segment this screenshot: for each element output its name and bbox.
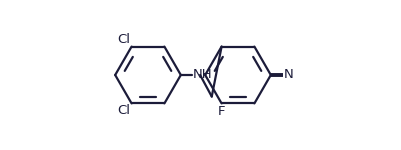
Text: F: F xyxy=(218,105,225,118)
Text: NH: NH xyxy=(193,69,213,81)
Text: Cl: Cl xyxy=(117,104,131,117)
Text: N: N xyxy=(284,69,294,81)
Text: Cl: Cl xyxy=(117,33,131,46)
